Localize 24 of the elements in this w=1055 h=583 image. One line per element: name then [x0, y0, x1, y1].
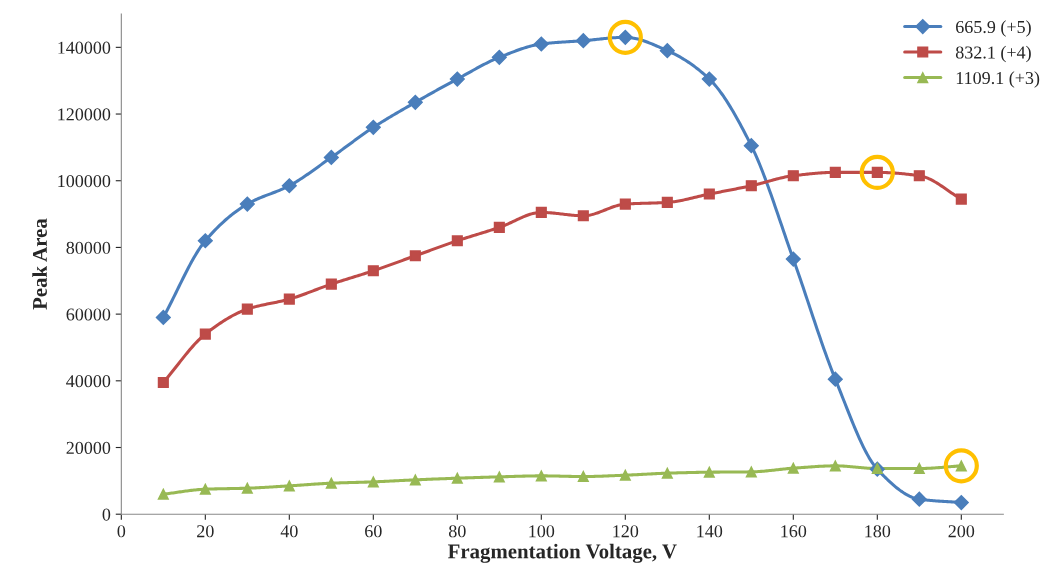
x-tick-label: 0 — [117, 525, 126, 538]
legend-label: 665.9 (+5) — [956, 20, 1031, 37]
y-tick-label: 20000 — [66, 441, 111, 454]
legend-label: 832.1 (+4) — [955, 45, 1031, 63]
y-axis-title: Peak Area — [32, 218, 47, 310]
y-tick-label: 120000 — [58, 108, 111, 121]
y-tick-label: 100000 — [58, 174, 111, 188]
y-tick-label: 40000 — [66, 375, 111, 388]
x-tick-label: 120 — [613, 525, 639, 538]
y-tick-label: 140000 — [58, 41, 111, 54]
x-tick-label: 100 — [529, 525, 555, 538]
x-tick-label: 60 — [365, 525, 382, 538]
x-axis-title: Fragmentation Voltage, V — [447, 543, 677, 563]
x-tick-label: 140 — [697, 525, 723, 538]
x-tick-label: 80 — [448, 525, 466, 538]
x-tick-label: 20 — [197, 525, 214, 538]
legend-label: 1109.1 (+3) — [956, 71, 1040, 88]
x-tick-label: 200 — [948, 525, 975, 538]
y-tick-label: 0 — [102, 508, 111, 521]
x-tick-label: 160 — [781, 525, 807, 538]
y-tick-label: 60000 — [66, 308, 111, 321]
x-tick-label: 180 — [865, 525, 891, 538]
y-tick-label: 80000 — [66, 241, 111, 254]
x-tick-label: 40 — [280, 525, 298, 538]
